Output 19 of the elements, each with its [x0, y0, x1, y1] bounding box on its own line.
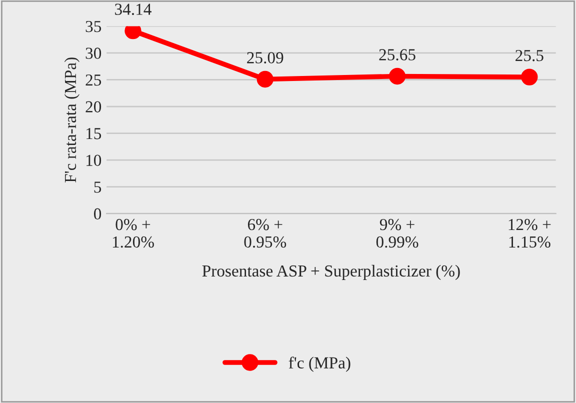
data-label: 25.65: [379, 49, 416, 60]
data-label: 34.14: [115, 4, 152, 15]
x-tick-label: 0% + 1.20%: [112, 218, 154, 248]
data-label: 25.5: [516, 50, 544, 62]
x-axis-title: Prosentase ASP + Superplasticizer (%): [202, 264, 460, 280]
y-tick-label: 20: [86, 101, 102, 112]
x-tick-label: 12% + 1.15%: [508, 218, 551, 248]
y-tick-label: 25: [86, 74, 102, 86]
y-tick-label: 0: [94, 208, 102, 220]
y-tick-label: 15: [86, 128, 102, 140]
y-tick-label: 5: [94, 182, 102, 193]
legend-label: f'c (MPa): [288, 356, 350, 372]
y-tick-label: 10: [86, 154, 102, 166]
x-tick-label: 9% + 0.99%: [376, 218, 418, 248]
y-tick-label: 30: [86, 48, 102, 59]
x-tick-label: 6% + 0.95%: [244, 218, 286, 248]
y-tick-label: 35: [86, 20, 102, 32]
data-label: 25.09: [247, 52, 284, 64]
y-axis-title: F'c rata-rata (MPa): [64, 58, 80, 182]
